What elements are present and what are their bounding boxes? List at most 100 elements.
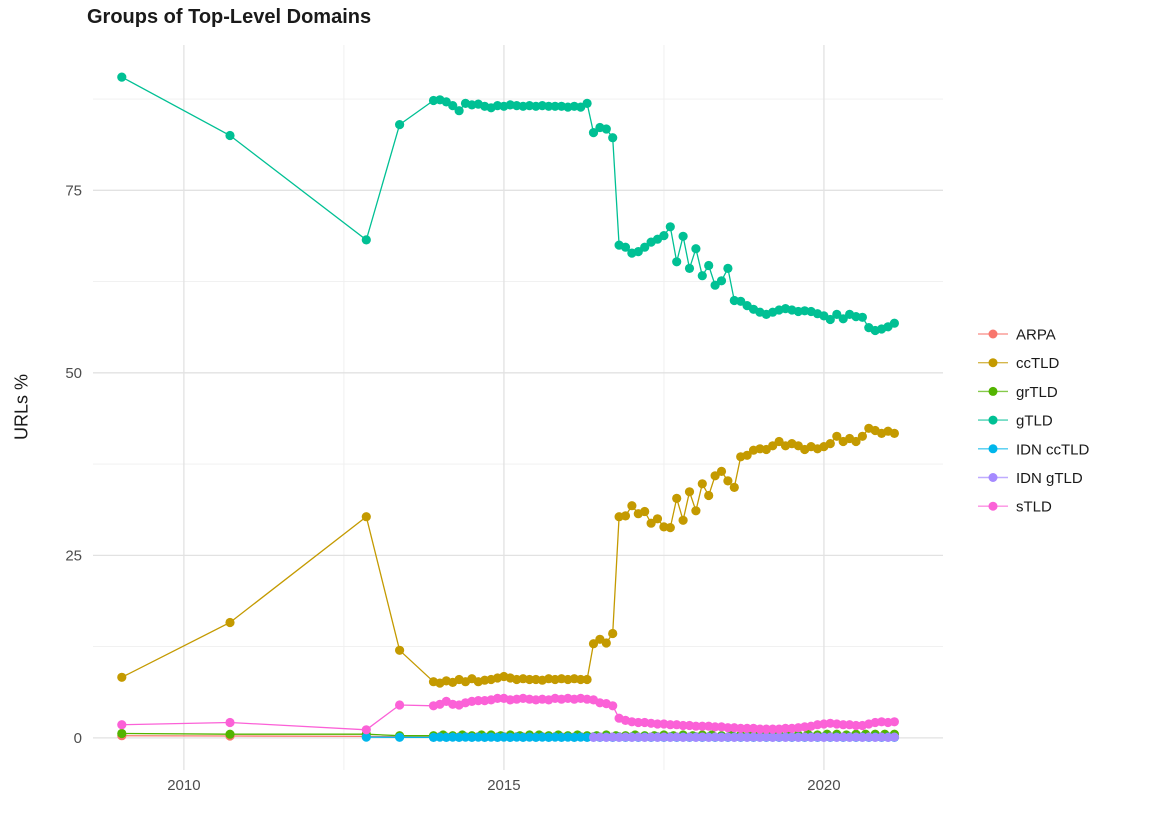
y-axis-tick-label: 25 bbox=[65, 547, 82, 564]
series-point-sTLD bbox=[723, 723, 733, 733]
series-point-gTLD bbox=[838, 314, 848, 324]
series-point-ccTLD bbox=[889, 428, 900, 438]
series-point-IDN-gTLD bbox=[889, 732, 900, 742]
series-point-gTLD bbox=[588, 128, 599, 138]
series-point-sTLD bbox=[473, 696, 483, 706]
series-point-ccTLD bbox=[582, 674, 592, 685]
legend-key-dot bbox=[988, 444, 998, 454]
y-axis-tick-label: 50 bbox=[65, 365, 82, 382]
series-point-gTLD bbox=[665, 222, 675, 232]
series-point-ccTLD bbox=[857, 431, 868, 441]
series-point-ccTLD bbox=[117, 672, 127, 682]
series-point-ccTLD bbox=[678, 515, 688, 525]
series-point-sTLD bbox=[697, 721, 707, 731]
y-axis-title: URLs % bbox=[11, 373, 32, 441]
series-point-ccTLD bbox=[672, 493, 682, 503]
series-point-gTLD bbox=[857, 312, 868, 322]
series-point-ccTLD bbox=[742, 450, 752, 460]
series-point-sTLD bbox=[608, 701, 618, 711]
series-point-ccTLD bbox=[588, 639, 599, 649]
series-point-gTLD bbox=[608, 133, 618, 143]
series-point-ccTLD bbox=[361, 512, 371, 522]
legend-label: IDN ccTLD bbox=[1016, 441, 1090, 458]
series-point-sTLD bbox=[633, 717, 643, 728]
series-point-ccTLD bbox=[524, 674, 535, 685]
series-point-ccTLD bbox=[608, 628, 618, 639]
y-axis-tick-label: 75 bbox=[65, 182, 82, 199]
series-point-ccTLD bbox=[652, 514, 663, 524]
series-point-gTLD bbox=[225, 130, 235, 141]
series-point-gTLD bbox=[832, 309, 842, 319]
series-point-IDN-ccTLD bbox=[395, 732, 405, 742]
series-point-sTLD bbox=[361, 725, 371, 735]
series-point-gTLD bbox=[454, 106, 464, 116]
series-point-ccTLD bbox=[851, 436, 861, 447]
series-point-ccTLD bbox=[620, 511, 631, 521]
series-point-sTLD bbox=[889, 717, 900, 727]
series-point-ccTLD bbox=[225, 617, 235, 628]
series-point-ccTLD bbox=[691, 506, 701, 516]
series-point-sTLD bbox=[761, 724, 771, 734]
series-point-sTLD bbox=[710, 722, 720, 732]
series-point-ccTLD bbox=[710, 471, 720, 481]
series-point-gTLD bbox=[678, 231, 688, 241]
series-point-ccTLD bbox=[640, 506, 650, 517]
series-point-IDN-ccTLD bbox=[361, 732, 371, 742]
series-point-ccTLD bbox=[576, 674, 586, 685]
legend-key-dot bbox=[988, 358, 998, 368]
series-point-ccTLD bbox=[697, 479, 707, 489]
series-point-sTLD bbox=[665, 720, 675, 730]
series-point-gTLD bbox=[601, 124, 611, 134]
series-point-sTLD bbox=[691, 721, 701, 731]
series-point-IDN-gTLD bbox=[832, 732, 842, 743]
series-point-ccTLD bbox=[729, 482, 739, 492]
legend-label: sTLD bbox=[1016, 499, 1052, 516]
series-point-sTLD bbox=[736, 723, 746, 734]
series-point-gTLD bbox=[633, 247, 643, 257]
series-point-gTLD bbox=[697, 271, 707, 281]
series-point-ccTLD bbox=[646, 518, 656, 528]
legend-item-ARPA: ARPA bbox=[978, 327, 1056, 344]
series-point-ccTLD bbox=[601, 638, 611, 648]
series-point-gTLD bbox=[582, 98, 592, 108]
series-point-gTLD bbox=[640, 242, 650, 252]
series-point-gTLD bbox=[710, 280, 720, 290]
series-point-ccTLD bbox=[665, 523, 675, 533]
series-point-gTLD bbox=[825, 314, 835, 325]
series-point-gTLD bbox=[361, 235, 371, 245]
legend-key-dot bbox=[988, 415, 998, 425]
chart-title: Groups of Top-Level Domains bbox=[87, 6, 372, 28]
legend-item-ccTLD: ccTLD bbox=[978, 355, 1060, 372]
series-point-gTLD bbox=[716, 276, 727, 286]
series-line-gTLD bbox=[121, 76, 895, 332]
series-point-sTLD bbox=[851, 720, 861, 731]
series-point-sTLD bbox=[742, 723, 752, 734]
series-point-sTLD bbox=[768, 724, 778, 734]
series-point-gTLD bbox=[704, 260, 714, 271]
series-point-ccTLD bbox=[716, 466, 727, 476]
series-point-grTLD bbox=[117, 728, 127, 739]
series-point-gTLD bbox=[723, 263, 733, 273]
legend-label: grTLD bbox=[1016, 384, 1058, 401]
series-point-gTLD bbox=[550, 101, 560, 111]
series-point-gTLD bbox=[544, 101, 554, 111]
legend-key-dot bbox=[988, 501, 998, 511]
series-point-gTLD bbox=[395, 120, 405, 130]
series-point-sTLD bbox=[678, 720, 688, 731]
series-point-gTLD bbox=[691, 244, 701, 254]
series-point-sTLD bbox=[838, 720, 848, 730]
series-point-ccTLD bbox=[825, 439, 835, 449]
series-point-grTLD bbox=[225, 729, 235, 739]
legend-label: ARPA bbox=[1016, 327, 1056, 344]
y-axis-tick-label: 0 bbox=[74, 730, 82, 747]
series-point-ccTLD bbox=[704, 490, 714, 501]
x-axis-tick-label: 2010 bbox=[167, 777, 200, 794]
legend-label: IDN gTLD bbox=[1016, 470, 1083, 487]
legend-label: ccTLD bbox=[1016, 355, 1060, 372]
series-point-gTLD bbox=[659, 231, 669, 241]
series-point-sTLD bbox=[780, 723, 791, 734]
series-point-gTLD bbox=[889, 318, 900, 328]
legend-item-sTLD: sTLD bbox=[978, 499, 1052, 516]
